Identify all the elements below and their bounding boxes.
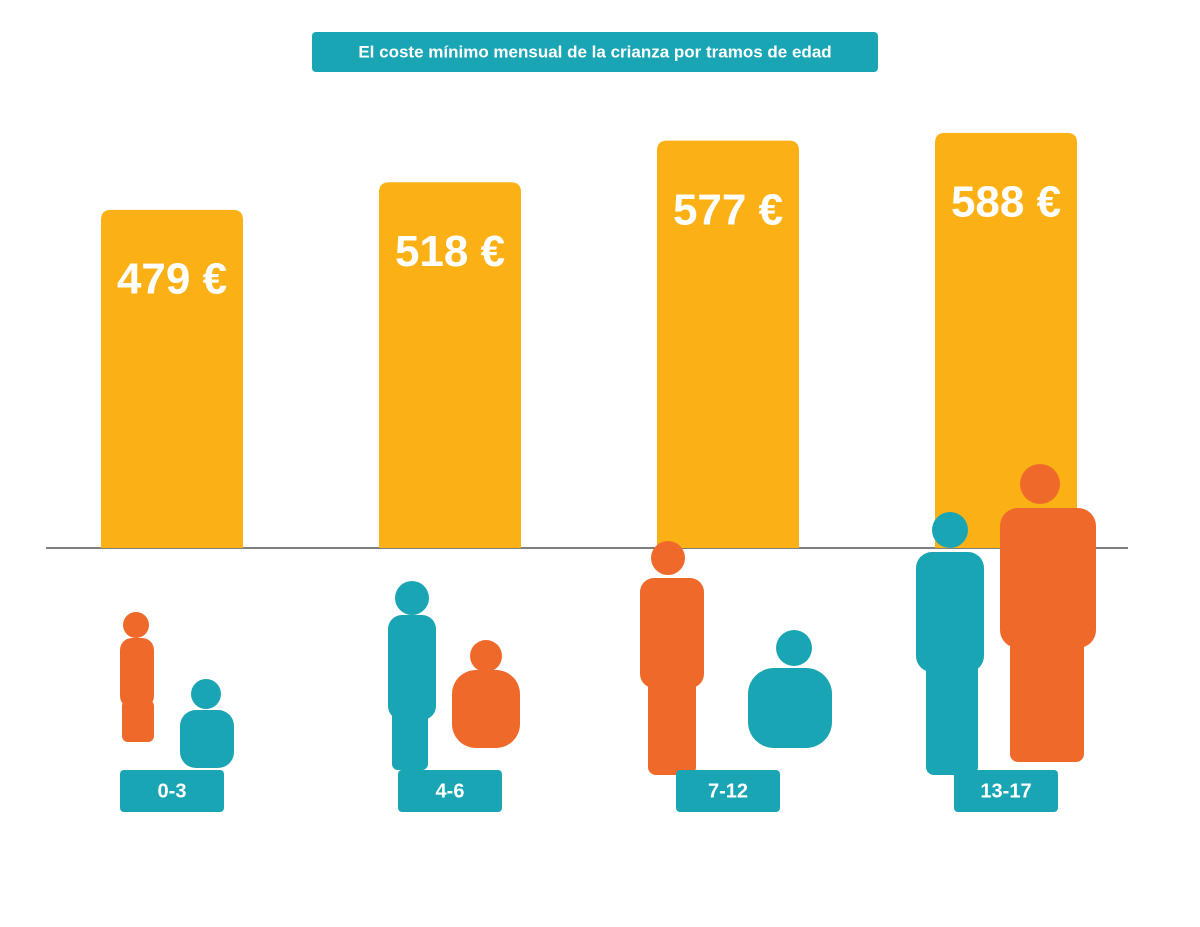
silhouette <box>452 670 520 748</box>
silhouettes <box>120 464 1096 775</box>
title-box <box>312 32 878 72</box>
silhouette <box>123 612 149 638</box>
silhouette <box>932 512 968 548</box>
silhouette <box>120 638 154 708</box>
silhouette <box>392 710 428 770</box>
x-tick-label: 13-17 <box>980 780 1031 802</box>
category-box <box>120 770 224 812</box>
silhouette <box>648 680 696 775</box>
silhouette <box>651 541 685 575</box>
silhouette <box>926 660 978 775</box>
x-tick-label: 7-12 <box>708 780 748 802</box>
silhouette <box>1020 464 1060 504</box>
silhouette <box>1010 640 1084 762</box>
x-tick-label: 4-6 <box>436 780 465 802</box>
silhouette <box>1000 508 1096 648</box>
silhouette <box>916 552 984 672</box>
silhouette <box>180 710 234 768</box>
bar <box>935 132 1077 548</box>
silhouette <box>640 578 704 688</box>
silhouette <box>191 679 221 709</box>
bar <box>657 140 799 548</box>
value-label: 518 € <box>395 227 505 276</box>
silhouette <box>395 581 429 615</box>
silhouette <box>776 630 812 666</box>
silhouette <box>748 668 832 748</box>
silhouette <box>470 640 502 672</box>
silhouette <box>122 700 154 742</box>
category-box <box>398 770 502 812</box>
value-label: 588 € <box>951 177 1061 226</box>
value-label: 479 € <box>117 254 227 303</box>
category-box <box>954 770 1058 812</box>
bar <box>101 209 243 549</box>
category-box <box>676 770 780 812</box>
silhouette <box>388 615 436 720</box>
x-tick-label: 0-3 <box>158 780 187 802</box>
value-label: 577 € <box>673 185 783 234</box>
bar <box>379 182 521 549</box>
chart-title: El coste mínimo mensual de la crianza po… <box>358 42 831 61</box>
